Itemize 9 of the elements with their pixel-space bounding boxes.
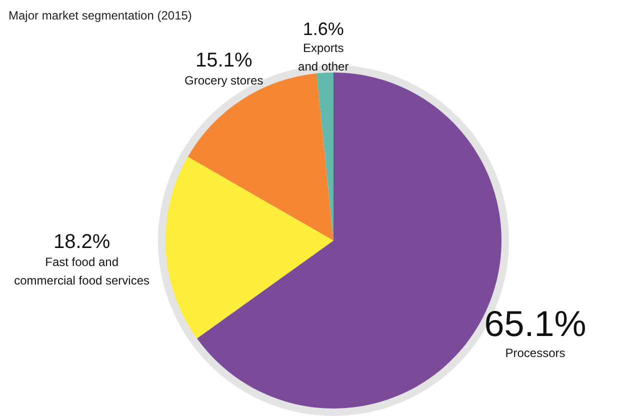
slice-label: Processors <box>505 346 566 360</box>
data-label: 18.2% <box>53 231 110 254</box>
chart-title: Major market segmentation (2015) <box>8 8 192 22</box>
data-label: 1.6% <box>302 19 344 40</box>
data-label: 65.1% <box>484 303 586 344</box>
slice-label: Fast food and commercial food services <box>14 255 150 288</box>
data-label: 15.1% <box>196 49 252 72</box>
slice-label: Exports and other <box>298 41 349 74</box>
slice-label: Grocery stores <box>184 73 264 88</box>
